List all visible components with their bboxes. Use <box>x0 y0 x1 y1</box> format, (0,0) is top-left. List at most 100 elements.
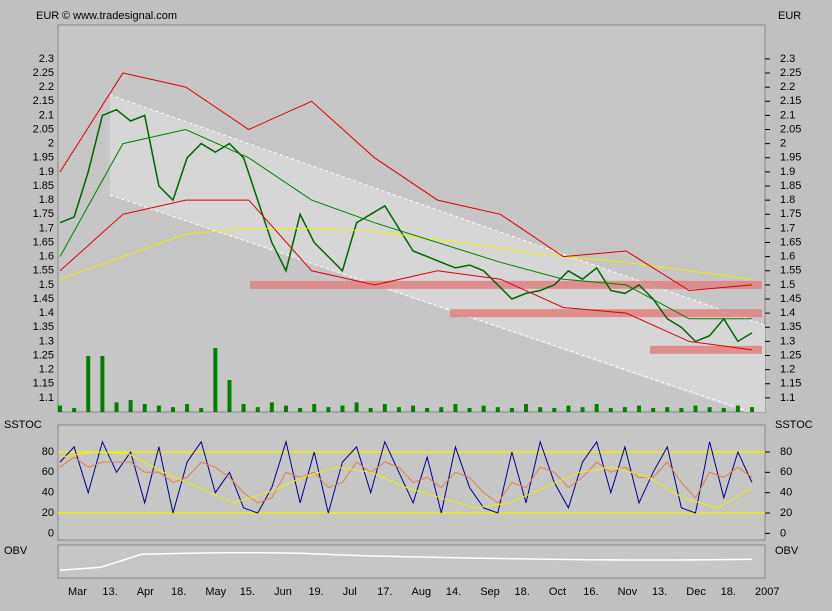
volume-bar <box>509 408 514 412</box>
y-tick-label: 2.25 <box>33 67 54 79</box>
x-tick-label: 15. <box>240 586 255 598</box>
volume-bar <box>368 408 373 412</box>
volume-bar <box>495 407 500 412</box>
volume-bar <box>114 402 119 412</box>
y-tick-label: 1.2 <box>780 364 795 376</box>
volume-bar <box>538 407 543 412</box>
price-line <box>59 199 753 351</box>
y-tick-label: 2.15 <box>33 95 54 107</box>
volume-bar <box>481 405 486 412</box>
y-tick-label: 1.55 <box>33 265 54 277</box>
volume-bar <box>185 404 190 412</box>
x-tick-label: Sep <box>480 586 500 598</box>
y-tick-label: 1.7 <box>39 222 54 234</box>
support-zone <box>450 309 762 318</box>
y-tick-label: 1.95 <box>780 152 801 164</box>
volume-bar <box>467 408 472 412</box>
volume-bar <box>707 407 712 412</box>
volume-bar <box>425 408 430 412</box>
x-tick-label: Mar <box>68 586 87 598</box>
x-tick-label: Dec <box>686 586 706 598</box>
price-line <box>59 72 753 292</box>
y-tick-label: 2 <box>780 138 786 150</box>
obv-panel <box>57 544 766 579</box>
y-tick-label: 20 <box>42 507 54 519</box>
x-tick-label: 18. <box>171 586 186 598</box>
volume-bar <box>58 405 62 412</box>
price-line <box>59 128 752 320</box>
volume-bar <box>396 407 401 412</box>
sstoc-label: SSTOC <box>4 419 42 431</box>
y-tick-label: 1.95 <box>33 152 54 164</box>
y-tick-label: 1.65 <box>33 236 54 248</box>
y-tick-label: 2.05 <box>33 123 54 135</box>
volume-bar <box>637 405 642 412</box>
y-tick-label: 80 <box>42 446 54 458</box>
y-tick-label: 1.65 <box>780 236 801 248</box>
y-tick-label: 1.35 <box>780 321 801 333</box>
sstoc-panel <box>57 424 766 541</box>
y-tick-label: 2.3 <box>780 53 795 65</box>
y-tick-label: 2.1 <box>39 109 54 121</box>
y-tick-label: 1.15 <box>33 378 54 390</box>
y-tick-label: 0 <box>780 527 786 539</box>
obv-label: OBV <box>4 545 28 557</box>
y-tick-label: 1.6 <box>780 251 795 263</box>
y-tick-label: 1.4 <box>780 307 795 319</box>
volume-bar <box>156 405 161 412</box>
y-tick-label: 60 <box>780 466 792 478</box>
sstoc-label: SSTOC <box>775 419 813 431</box>
y-tick-label: 1.85 <box>780 180 801 192</box>
y-tick-label: 1.8 <box>39 194 54 206</box>
x-tick-label: 2007 <box>755 586 779 598</box>
volume-bar <box>594 404 599 412</box>
y-tick-label: 1.1 <box>780 392 795 404</box>
y-tick-label: 1.9 <box>780 166 795 178</box>
source: © www.tradesignal.com <box>62 10 177 22</box>
volume-bar <box>524 404 529 412</box>
currency-label: EUR <box>36 10 59 22</box>
y-tick-label: 2.25 <box>780 67 801 79</box>
y-tick-label: 1.85 <box>33 180 54 192</box>
y-tick-label: 20 <box>780 507 792 519</box>
y-tick-label: 2.2 <box>39 81 54 93</box>
volume-bar <box>227 380 232 412</box>
y-tick-label: 60 <box>42 466 54 478</box>
volume-bar <box>312 404 317 412</box>
y-tick-label: 2.3 <box>39 53 54 65</box>
y-tick-label: 1.15 <box>780 378 801 390</box>
y-tick-label: 2.05 <box>780 123 801 135</box>
volume-bar <box>750 407 754 412</box>
volume-bar <box>298 408 303 412</box>
y-tick-label: 1.55 <box>780 265 801 277</box>
volume-bar <box>255 407 260 412</box>
volume-bar <box>142 404 147 412</box>
volume-bar <box>665 407 670 412</box>
y-tick-label: 1.5 <box>39 279 54 291</box>
volume-bar <box>100 356 105 412</box>
y-tick-label: 1.4 <box>39 307 54 319</box>
y-tick-label: 0 <box>48 527 54 539</box>
price-line <box>59 227 753 280</box>
x-tick-label: 17. <box>377 586 392 598</box>
price-line <box>59 108 753 343</box>
x-tick-label: Oct <box>549 586 566 598</box>
volume-bar <box>651 408 656 412</box>
y-tick-label: 2.1 <box>780 109 795 121</box>
y-tick-label: 2.15 <box>780 95 801 107</box>
y-tick-label: 80 <box>780 446 792 458</box>
volume-bar <box>608 408 613 412</box>
y-tick-label: 1.8 <box>780 194 795 206</box>
y-tick-label: 1.6 <box>39 251 54 263</box>
x-tick-label: Nov <box>618 586 638 598</box>
obv-line <box>59 552 753 571</box>
x-tick-label: 18. <box>515 586 530 598</box>
volume-bar <box>283 405 288 412</box>
volume-bar <box>128 400 133 412</box>
y-tick-label: 1.2 <box>39 364 54 376</box>
y-tick-label: 1.3 <box>39 335 54 347</box>
y-tick-label: 1.45 <box>780 293 801 305</box>
x-tick-label: 13. <box>652 586 667 598</box>
volume-bar <box>86 356 91 412</box>
